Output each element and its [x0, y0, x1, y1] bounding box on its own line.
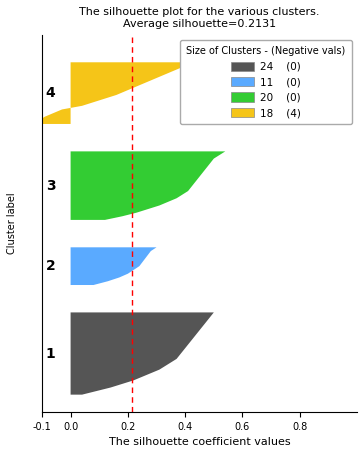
Text: 1: 1 [46, 346, 55, 360]
Title: The silhouette plot for the various clusters.
Average silhouette=0.2131: The silhouette plot for the various clus… [79, 7, 320, 29]
Text: 4: 4 [46, 86, 55, 100]
Text: 3: 3 [46, 178, 55, 192]
Text: 2: 2 [46, 259, 55, 273]
Legend: 24    (0), 11    (0), 20    (0), 18    (4): 24 (0), 11 (0), 20 (0), 18 (4) [180, 40, 352, 124]
X-axis label: The silhouette coefficient values: The silhouette coefficient values [109, 437, 290, 447]
Y-axis label: Cluster label: Cluster label [7, 192, 17, 254]
